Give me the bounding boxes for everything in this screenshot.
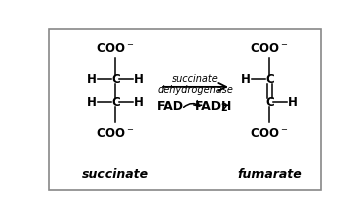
Text: COO$^-$: COO$^-$ [250, 127, 288, 140]
Text: C: C [111, 73, 120, 86]
Text: C: C [265, 73, 274, 86]
Text: 2: 2 [221, 103, 227, 113]
Text: H: H [134, 96, 143, 109]
Text: fumarate: fumarate [237, 168, 302, 181]
Text: succinate: succinate [172, 74, 219, 84]
Text: COO$^-$: COO$^-$ [96, 127, 135, 140]
Text: H: H [87, 73, 97, 86]
Text: succinate: succinate [82, 168, 149, 181]
Text: COO$^-$: COO$^-$ [250, 41, 288, 54]
Text: COO$^-$: COO$^-$ [96, 41, 135, 54]
Text: FAD: FAD [157, 100, 184, 113]
Text: H: H [287, 96, 297, 109]
Text: H: H [241, 73, 251, 86]
Text: H: H [134, 73, 143, 86]
Text: FADH: FADH [195, 100, 232, 113]
Text: C: C [265, 96, 274, 109]
Text: C: C [111, 96, 120, 109]
Text: dehydrogenase: dehydrogenase [157, 85, 233, 95]
Text: H: H [87, 96, 97, 109]
